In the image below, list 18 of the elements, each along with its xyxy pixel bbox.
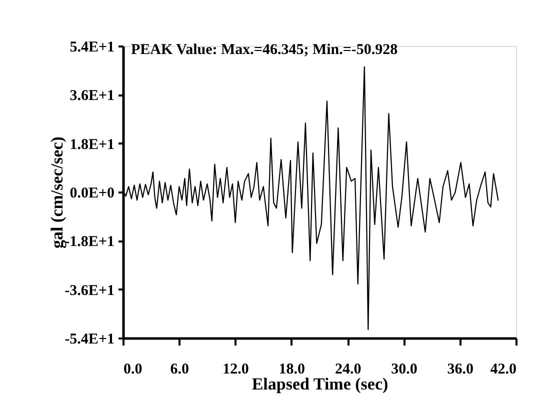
y-tick-label: -5.4E+1 (64, 332, 114, 348)
x-axis-title: Elapsed Time (sec) (252, 374, 388, 394)
y-tick-label: 0.0E+0 (70, 186, 114, 202)
x-tick-label: 42.0 (490, 362, 516, 378)
x-tick-label: 0.0 (124, 362, 142, 378)
y-tick-label: 1.8E+1 (70, 136, 114, 153)
x-tick-label: 30.0 (391, 362, 418, 378)
x-tick-label: 6.0 (170, 362, 190, 378)
x-tick-label: 24.0 (334, 362, 362, 378)
y-tick-label: 5.4E+1 (70, 40, 114, 56)
x-tick-label: 12.0 (222, 362, 249, 378)
chart-title: PEAK Value: Max.=46.345; Min.=-50.928 (131, 42, 398, 58)
x-tick-label: 36.0 (447, 362, 474, 378)
y-tick-label: -1.8E+1 (64, 234, 114, 250)
x-tick-label: 18.0 (278, 362, 306, 378)
y-tick-label: 3.6E+1 (70, 88, 114, 104)
y-axis-title: gal (cm/sec/sec) (48, 136, 67, 248)
y-tick-label: -3.6E+1 (64, 282, 114, 299)
